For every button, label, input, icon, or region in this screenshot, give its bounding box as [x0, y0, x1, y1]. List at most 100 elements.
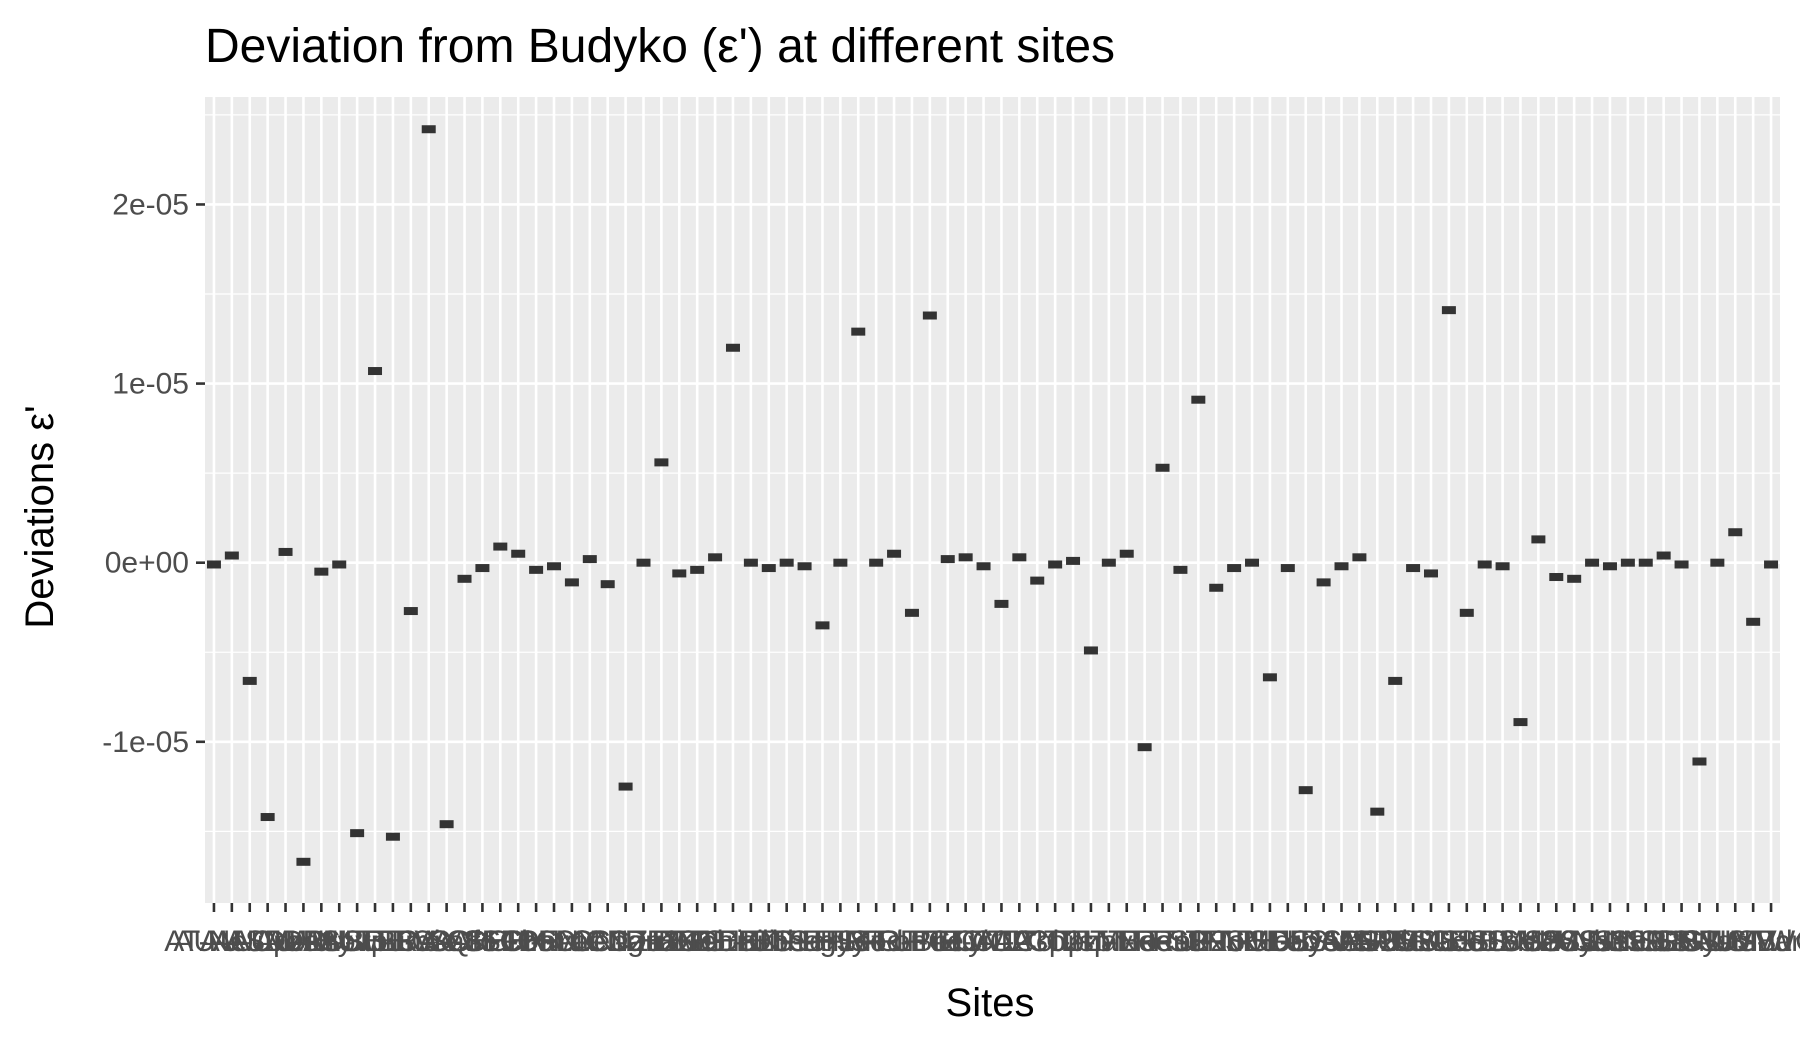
data-point [1746, 617, 1761, 626]
x-tick-label: FI-Sod [813, 925, 903, 958]
data-point [1656, 551, 1671, 560]
data-point [1280, 564, 1295, 573]
data-point [1692, 757, 1707, 766]
x-tick-label: BE-Vie [364, 925, 457, 958]
x-tick-label: CH-Oe1 [517, 925, 627, 958]
plot-panel [205, 97, 1780, 903]
data-point [1066, 556, 1081, 565]
data-point [869, 558, 884, 567]
data-point [1495, 562, 1510, 571]
data-point [511, 549, 526, 558]
data-point [242, 676, 257, 685]
x-tick-label: US-GLE [1357, 925, 1469, 958]
x-tick-label: CA-SF1 [411, 925, 518, 958]
x-tick-label: RU-Fyo [1236, 925, 1339, 958]
data-point [1602, 562, 1617, 571]
x-tick-label: FI-Let [801, 925, 880, 958]
data-point [1728, 528, 1743, 537]
data-point [1316, 578, 1331, 587]
data-point [260, 813, 275, 822]
data-point [314, 567, 329, 576]
data-point [1477, 560, 1492, 569]
data-point [725, 343, 740, 352]
x-tick-label: IT-BCi [906, 925, 989, 958]
x-tick-label: US-CRT [1339, 925, 1452, 958]
x-tick-label: IT-Cpz [1011, 925, 1099, 958]
data-point [1048, 560, 1063, 569]
data-point [278, 547, 293, 556]
x-tick-label: US-Ha1 [1396, 925, 1503, 958]
x-tick-label: CN-HaM [585, 925, 702, 958]
x-tick-label: AU-Dry [254, 925, 352, 958]
data-point [1423, 569, 1438, 578]
data-point [1119, 549, 1134, 558]
x-tick-label: AU-TTE [303, 925, 411, 958]
data-points [206, 125, 1779, 866]
x-tick-label: BE-Bra [345, 925, 442, 958]
data-point [296, 857, 311, 866]
x-tick-label: US-Me2 [1448, 925, 1558, 958]
x-tick-label: IT-CA2 [937, 925, 1030, 958]
data-point [708, 553, 723, 562]
y-tick-label: 1e-05 [112, 368, 189, 401]
x-tick-label: FR-LBr [846, 925, 943, 958]
data-point [1137, 743, 1152, 752]
data-point [1638, 558, 1653, 567]
data-point [1531, 535, 1546, 544]
data-point [421, 125, 436, 134]
x-tick-label: CH-Cha [446, 925, 555, 958]
data-point [654, 458, 669, 467]
x-tick-label: JP-SMF [1180, 925, 1288, 958]
data-point [1674, 560, 1689, 569]
x-tick-label: CH-Fru [487, 925, 585, 958]
data-point [1620, 558, 1635, 567]
x-tick-label: SD-Dem [1248, 925, 1363, 958]
x-tick-label: AU-DaP [213, 925, 323, 958]
data-point [815, 621, 830, 630]
data-point [1030, 576, 1045, 585]
data-point [1262, 673, 1277, 682]
x-tick-label: BR-Sa3 [376, 925, 481, 958]
x-tick-label: DE-Geb [625, 925, 733, 958]
y-tick-label: 0e+00 [105, 547, 189, 580]
data-point [1012, 553, 1027, 562]
data-point [529, 565, 544, 574]
data-point [618, 782, 633, 791]
data-point [940, 555, 955, 564]
data-point [1370, 807, 1385, 816]
data-point [672, 569, 687, 578]
data-point [1764, 560, 1779, 569]
data-point [582, 555, 597, 564]
x-tick-label: AU-Tum [320, 925, 431, 958]
x-tick-label: NL-Loo [1221, 925, 1319, 958]
x-tick-label: US-Blo [1330, 925, 1425, 958]
x-tick-label: IT-Ro2 [1118, 925, 1208, 958]
x-tick-label: AU-Stp [291, 925, 388, 958]
data-point [1334, 562, 1349, 571]
x-tick-label: DE-Kli [690, 925, 775, 958]
x-axis: AT-NeuAU-ASMAU-CprAU-DaPAU-DaSAU-DryAU-H… [164, 903, 1800, 958]
data-point [1191, 395, 1206, 404]
data-point [904, 608, 919, 617]
x-tick-label: US-WCr [1715, 925, 1800, 958]
x-tick-label: IT-Isp [1036, 925, 1111, 958]
data-point [475, 564, 490, 573]
x-tick-label: AT-Neu [164, 925, 263, 958]
x-tick-label: US-SRG [1587, 925, 1704, 958]
data-point [1298, 786, 1313, 795]
x-tick-label: US-AR1 [1269, 925, 1379, 958]
x-tick-label: FI-Hyy [778, 925, 866, 958]
chart-title: Deviation from Budyko (ε') at different … [205, 20, 1115, 73]
data-point [1245, 558, 1260, 567]
x-tick-label: CN-Cng [536, 925, 644, 958]
data-point [690, 565, 705, 574]
x-tick-label: US-Ton [1649, 925, 1749, 958]
data-point [1083, 646, 1098, 655]
data-point [922, 311, 937, 320]
x-tick-label: NL-Hor [1204, 925, 1301, 958]
data-point [385, 832, 400, 841]
x-tick-label: AU-ASM [174, 925, 291, 958]
data-point [368, 367, 383, 376]
x-tick-label: CA-Qfo [397, 925, 497, 958]
x-tick-label: GF-Guy [877, 925, 984, 958]
